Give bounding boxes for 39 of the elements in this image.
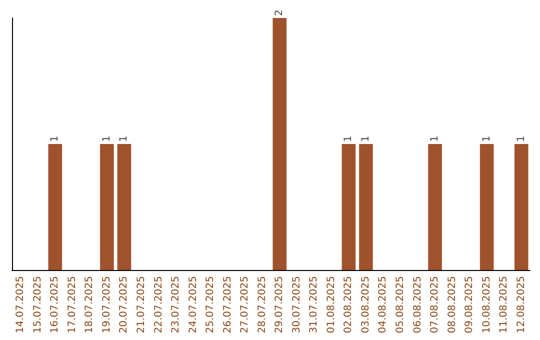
x-tick-label: 05.08.2025 — [395, 276, 406, 334]
x-tick-label: 10.08.2025 — [481, 276, 492, 334]
x-tick-label: 06.08.2025 — [412, 276, 424, 334]
x-tick-label: 21.07.2025 — [136, 276, 147, 334]
x-tick-label: 27.07.2025 — [240, 276, 251, 334]
x-tick-label: 03.08.2025 — [360, 276, 372, 334]
x-tick-label: 30.07.2025 — [291, 276, 302, 334]
data-label: 1 — [430, 136, 441, 142]
x-tick-label: 23.07.2025 — [170, 276, 182, 334]
x-tick-label: 01.08.2025 — [326, 276, 337, 334]
data-label: 1 — [118, 136, 130, 142]
x-tick-label: 14.07.2025 — [15, 276, 26, 334]
x-tick-label: 25.07.2025 — [205, 276, 216, 334]
data-label: 1 — [481, 136, 492, 142]
x-tick-label: 12.08.2025 — [516, 276, 527, 334]
data-label: 1 — [50, 136, 61, 142]
data-label: 1 — [101, 136, 112, 142]
x-tick-label: 09.08.2025 — [464, 276, 476, 334]
x-tick-label: 19.07.2025 — [101, 276, 112, 334]
x-tick-label: 04.08.2025 — [378, 276, 389, 334]
x-tick-label: 22.07.2025 — [153, 276, 164, 334]
x-tick-label: 07.08.2025 — [430, 276, 441, 334]
x-tick-label: 29.07.2025 — [274, 276, 286, 334]
x-tick-label: 24.07.2025 — [188, 276, 199, 334]
x-tick-label: 28.07.2025 — [256, 276, 268, 334]
x-tick-label: 18.07.2025 — [84, 276, 96, 334]
x-tick-label: 26.07.2025 — [222, 276, 234, 334]
x-tick-label: 08.08.2025 — [446, 276, 458, 334]
x-tick-label: 02.08.2025 — [343, 276, 354, 334]
x-tick-label: 11.08.2025 — [498, 276, 510, 334]
data-label: 1 — [516, 136, 527, 142]
data-label: 1 — [343, 136, 354, 142]
x-tick-label: 20.07.2025 — [118, 276, 130, 334]
data-label: 2 — [274, 10, 286, 16]
data-label: 1 — [360, 136, 372, 142]
x-tick-label: 16.07.2025 — [50, 276, 61, 334]
x-tick-label: 17.07.2025 — [66, 276, 78, 334]
x-tick-label: 15.07.2025 — [32, 276, 44, 334]
x-tick-label: 31.07.2025 — [308, 276, 320, 334]
